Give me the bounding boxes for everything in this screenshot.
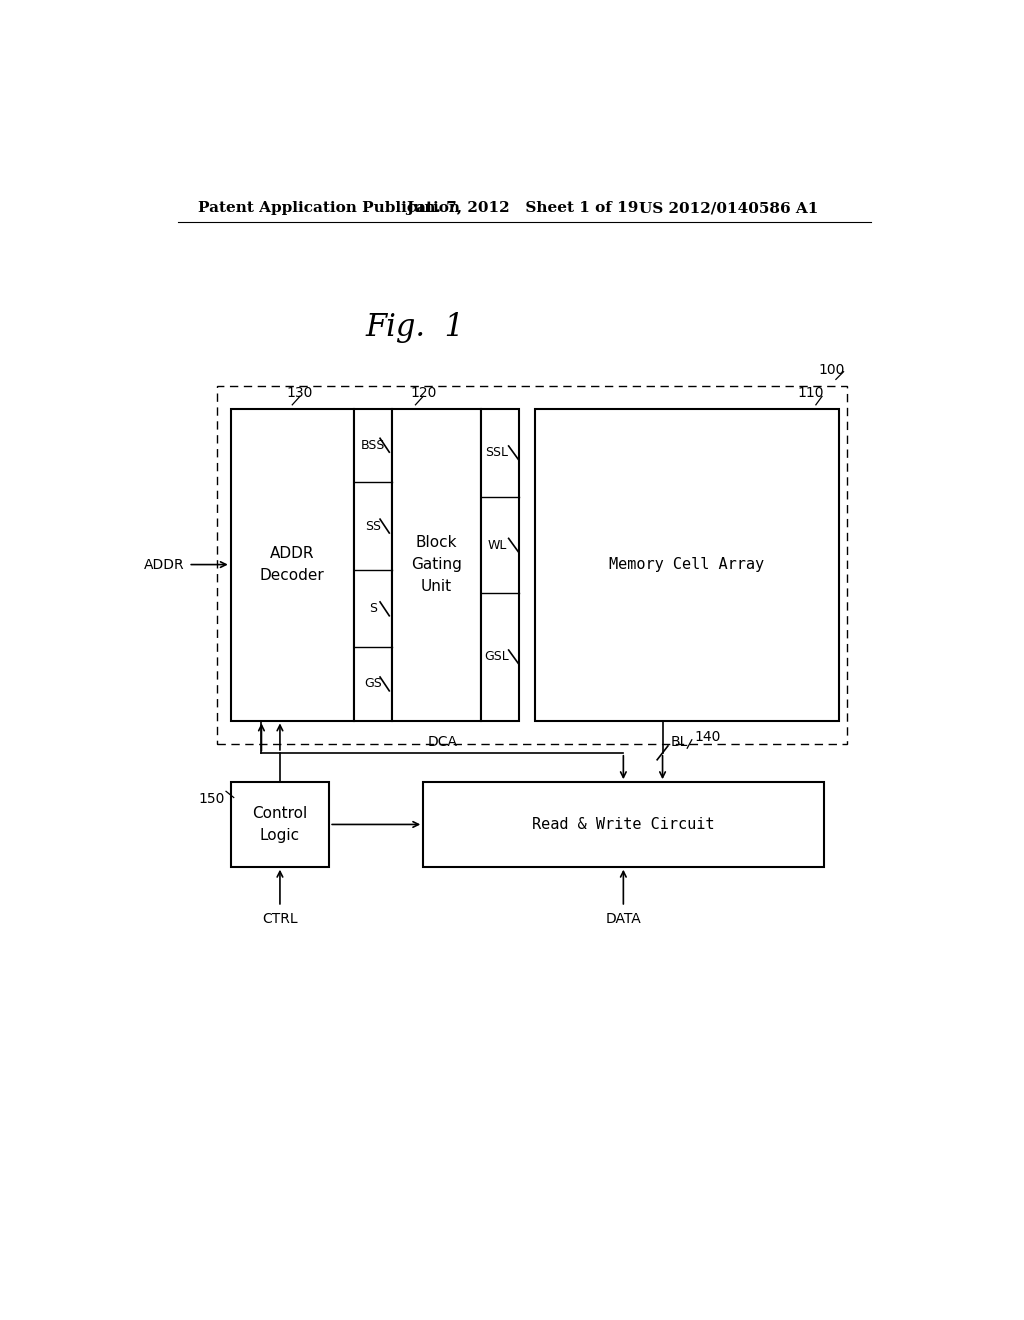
Bar [230,781,330,867]
Text: 140: 140 [695,730,721,744]
Text: S: S [369,602,377,615]
Bar [230,409,354,721]
Text: 100: 100 [819,363,845,378]
Text: SSL: SSL [485,446,509,459]
Text: Fig.  1: Fig. 1 [366,313,465,343]
Text: 110: 110 [797,387,823,400]
Text: 130: 130 [287,387,313,400]
Text: SS: SS [366,520,381,532]
Text: BL: BL [671,735,688,748]
Bar [481,409,519,721]
Text: GS: GS [365,677,382,690]
Text: GSL: GSL [484,651,510,664]
Text: DATA: DATA [605,912,641,927]
Text: ADDR
Decoder: ADDR Decoder [260,546,325,583]
Text: 120: 120 [410,387,436,400]
Text: ADDR: ADDR [143,557,184,572]
Text: WL: WL [487,539,507,552]
Text: CTRL: CTRL [262,912,298,927]
Text: Jun. 7, 2012   Sheet 1 of 19: Jun. 7, 2012 Sheet 1 of 19 [407,202,639,215]
Bar [217,385,847,743]
Text: Control
Logic: Control Logic [252,805,307,843]
Text: Block
Gating
Unit: Block Gating Unit [412,535,462,594]
Text: BSS: BSS [360,438,385,451]
Bar [392,409,481,721]
Bar [535,409,839,721]
Text: Patent Application Publication: Patent Application Publication [199,202,461,215]
Bar [423,781,823,867]
Text: US 2012/0140586 A1: US 2012/0140586 A1 [639,202,818,215]
Text: DCA: DCA [427,735,458,748]
Text: Memory Cell Array: Memory Cell Array [609,557,765,572]
Bar [354,409,392,721]
Text: 150: 150 [198,792,224,807]
Text: Read & Write Circuit: Read & Write Circuit [532,817,715,832]
